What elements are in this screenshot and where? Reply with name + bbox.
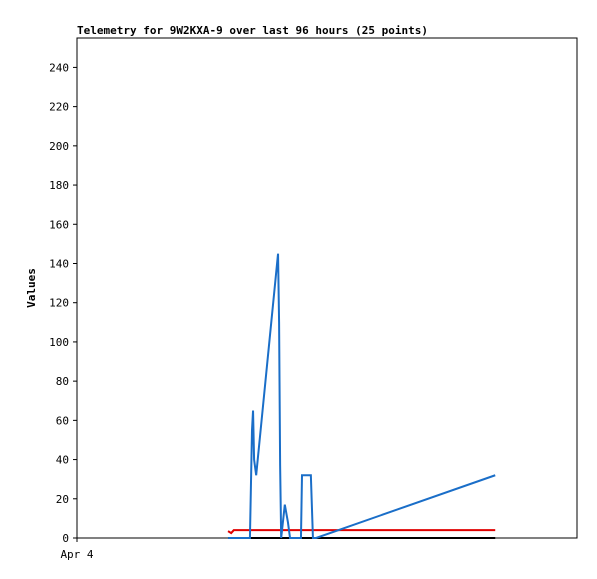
y-tick-label: 100 [49, 336, 69, 349]
y-tick-label: 20 [56, 493, 69, 506]
y-tick-label: 40 [56, 454, 69, 467]
y-tick-label: 60 [56, 414, 69, 427]
y-tick-label: 200 [49, 140, 69, 153]
y-tick-label: 180 [49, 179, 69, 192]
x-tick-label: Apr 4 [60, 548, 93, 561]
y-tick-label: 0 [62, 532, 69, 545]
y-tick-label: 240 [49, 61, 69, 74]
series-line [227, 529, 496, 535]
y-tick-label: 220 [49, 101, 69, 114]
y-axis-label: Values [25, 268, 38, 308]
y-tick-label: 80 [56, 375, 69, 388]
y-tick-label: 140 [49, 257, 69, 270]
y-tick-label: 160 [49, 218, 69, 231]
y-tick-label: 120 [49, 297, 69, 310]
chart-title: Telemetry for 9W2KXA-9 over last 96 hour… [77, 24, 428, 37]
plot-frame [76, 37, 578, 539]
series-line [228, 253, 496, 539]
